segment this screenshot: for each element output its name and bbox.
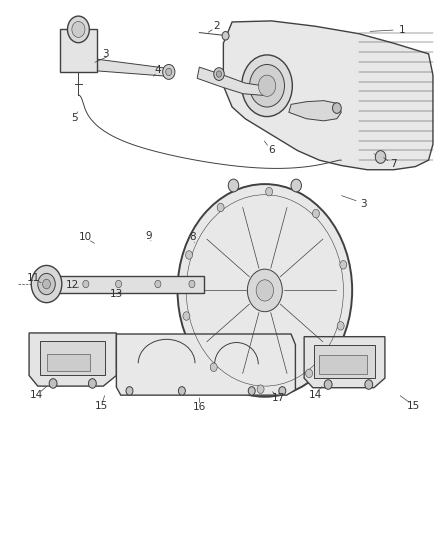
Circle shape <box>337 321 344 330</box>
Circle shape <box>250 64 285 107</box>
Circle shape <box>265 188 272 196</box>
Polygon shape <box>40 341 106 375</box>
Circle shape <box>189 280 195 288</box>
Circle shape <box>166 68 172 76</box>
Circle shape <box>242 55 292 117</box>
Circle shape <box>312 209 319 218</box>
Text: 8: 8 <box>190 232 196 243</box>
Polygon shape <box>289 101 341 121</box>
Circle shape <box>31 265 62 303</box>
Text: 14: 14 <box>308 390 321 400</box>
Circle shape <box>228 179 239 192</box>
Circle shape <box>126 386 133 395</box>
Circle shape <box>155 280 161 288</box>
Polygon shape <box>60 29 97 72</box>
Circle shape <box>72 21 85 37</box>
Circle shape <box>279 386 286 395</box>
Polygon shape <box>319 355 367 374</box>
Text: 3: 3 <box>102 49 109 59</box>
Text: 10: 10 <box>79 232 92 243</box>
Circle shape <box>42 279 50 289</box>
Circle shape <box>375 151 386 164</box>
Circle shape <box>116 280 122 288</box>
Text: 11: 11 <box>27 273 40 283</box>
Text: 13: 13 <box>110 289 123 299</box>
Polygon shape <box>46 354 90 371</box>
Text: 7: 7 <box>390 159 397 169</box>
Text: 6: 6 <box>268 144 275 155</box>
Text: 1: 1 <box>399 25 406 35</box>
Polygon shape <box>314 345 375 378</box>
Circle shape <box>162 64 175 79</box>
Text: 14: 14 <box>30 390 43 400</box>
Circle shape <box>83 280 89 288</box>
Text: 3: 3 <box>360 199 367 209</box>
Circle shape <box>88 378 96 388</box>
Text: 15: 15 <box>406 401 420 411</box>
Circle shape <box>306 369 313 377</box>
Circle shape <box>183 312 190 320</box>
Circle shape <box>340 261 347 269</box>
Text: 2: 2 <box>213 21 220 31</box>
Circle shape <box>324 379 332 389</box>
Polygon shape <box>223 21 433 169</box>
Circle shape <box>216 71 222 77</box>
Text: 9: 9 <box>146 231 152 241</box>
Circle shape <box>222 31 229 40</box>
Circle shape <box>365 379 373 389</box>
Text: 15: 15 <box>95 401 108 411</box>
Polygon shape <box>304 337 385 387</box>
Polygon shape <box>197 67 267 95</box>
Text: 16: 16 <box>193 402 206 413</box>
Text: 5: 5 <box>71 112 78 123</box>
Circle shape <box>214 68 224 80</box>
Polygon shape <box>97 59 166 76</box>
Circle shape <box>332 103 341 114</box>
Circle shape <box>291 179 301 192</box>
Circle shape <box>258 75 276 96</box>
Circle shape <box>67 16 89 43</box>
Polygon shape <box>117 334 295 395</box>
Circle shape <box>177 184 352 397</box>
Polygon shape <box>29 333 117 386</box>
Circle shape <box>210 363 217 372</box>
Circle shape <box>257 385 264 393</box>
Circle shape <box>178 386 185 395</box>
Circle shape <box>49 378 57 388</box>
Circle shape <box>217 203 224 212</box>
Polygon shape <box>53 276 204 293</box>
Circle shape <box>186 251 193 259</box>
Circle shape <box>256 280 274 301</box>
Circle shape <box>38 273 55 295</box>
Circle shape <box>248 386 255 395</box>
Text: 17: 17 <box>271 393 285 403</box>
Text: 12: 12 <box>66 280 79 290</box>
Circle shape <box>247 269 283 312</box>
Text: 4: 4 <box>155 65 161 75</box>
